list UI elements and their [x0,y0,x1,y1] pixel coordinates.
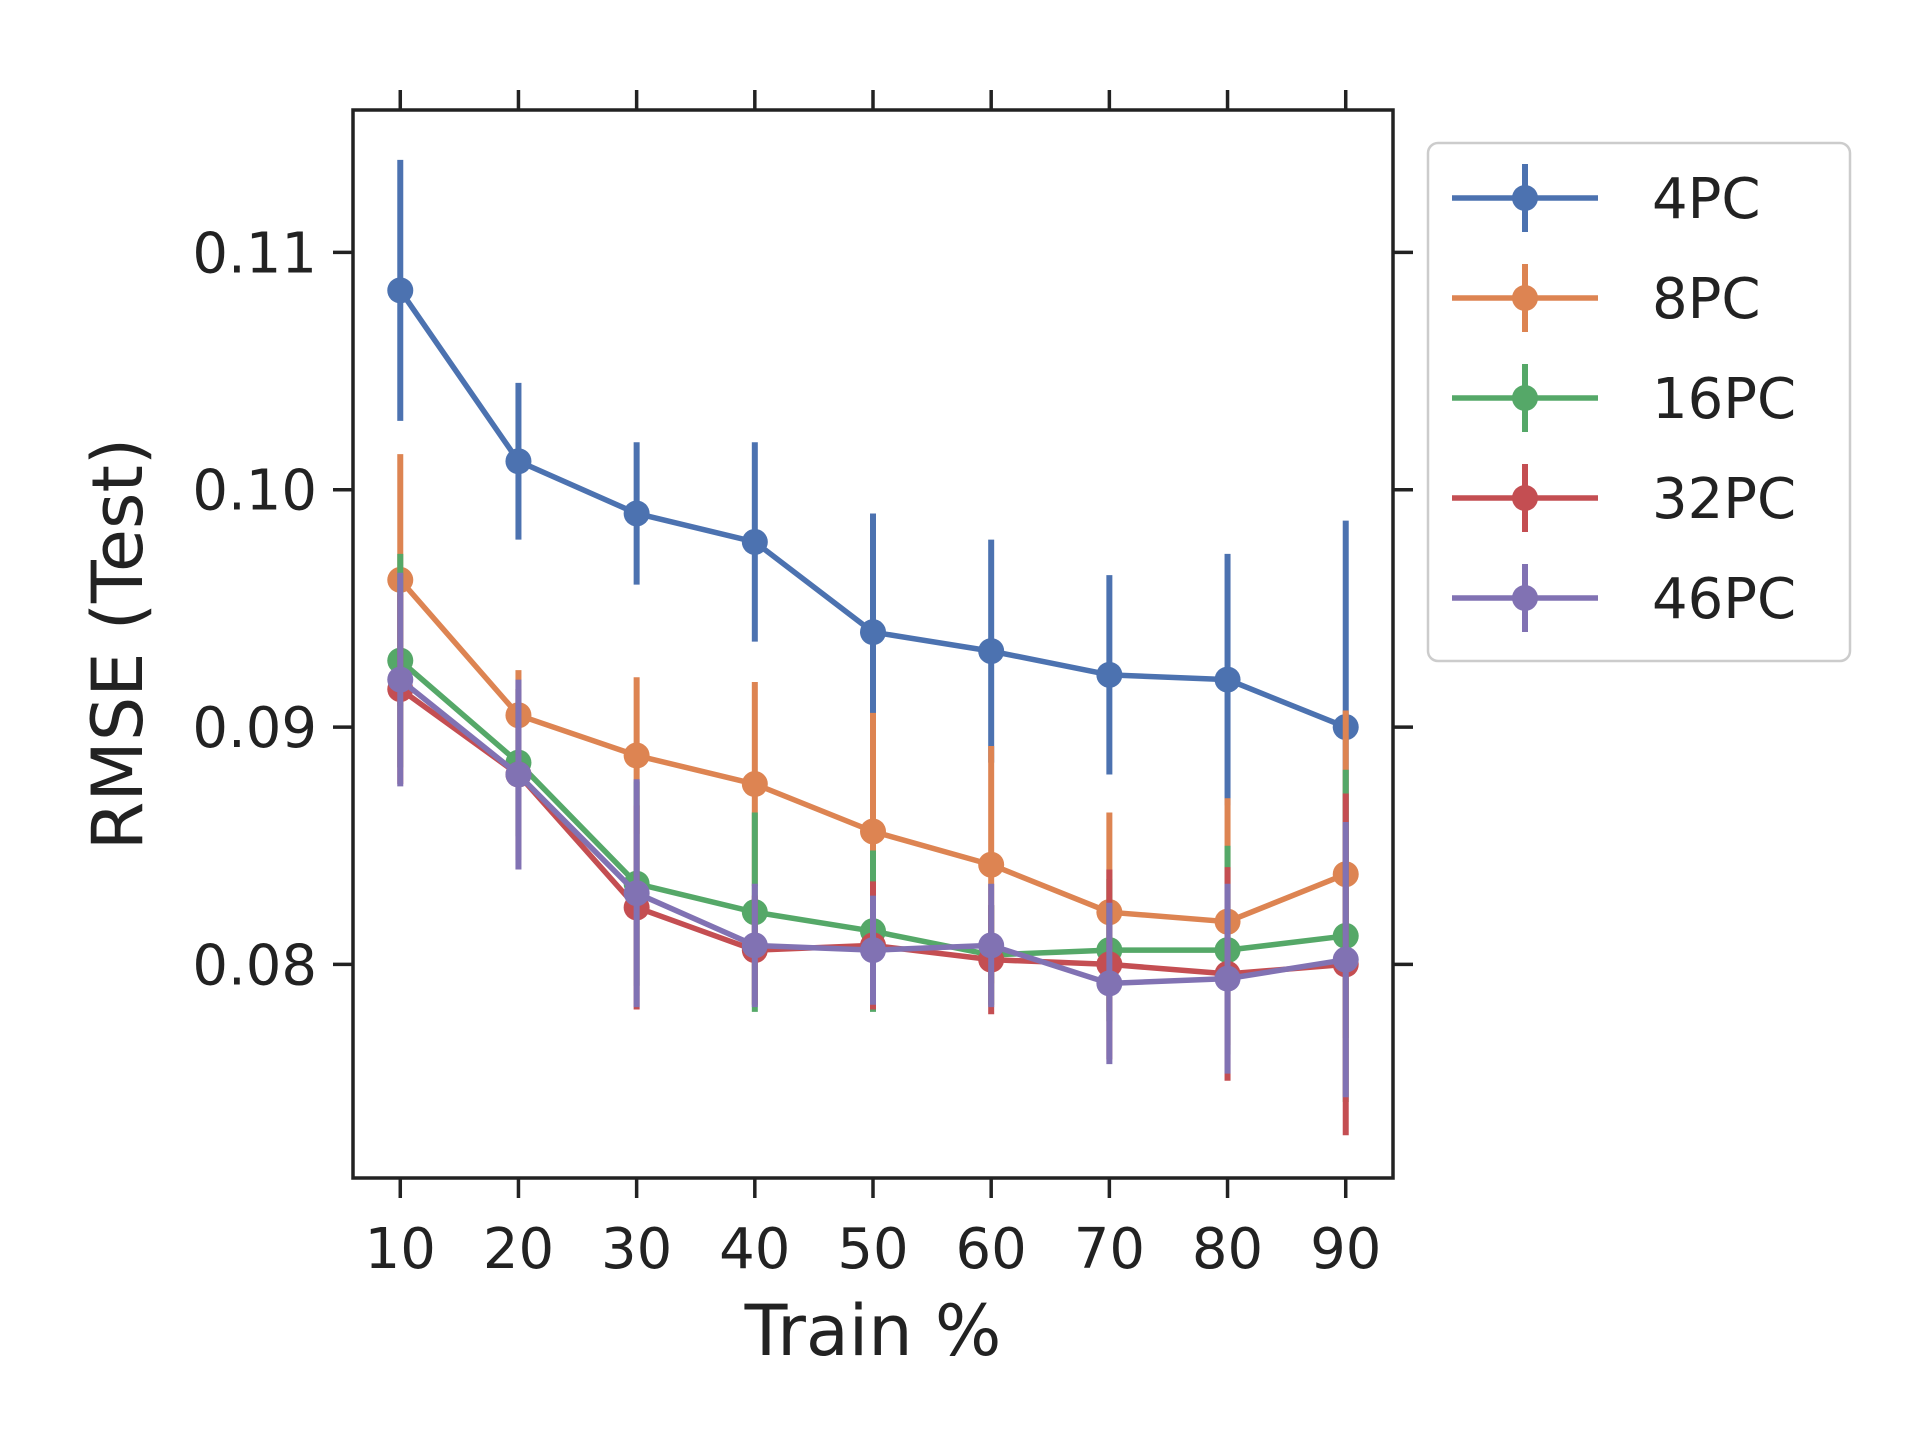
data-point [1214,666,1241,693]
legend-entry-16PC: 16PC [1452,364,1796,432]
legend-label: 4PC [1652,167,1761,232]
data-point [387,666,414,693]
data-point [860,937,886,964]
legend-entry-4PC: 4PC [1452,164,1761,232]
legend-entry-32PC: 32PC [1452,464,1796,532]
x-axis-label: Train % [744,1290,1002,1372]
data-point [741,771,768,798]
data-point [387,277,414,304]
legend-marker [1512,385,1538,411]
data-point [741,528,768,555]
data-point [1096,970,1123,997]
data-point [978,638,1005,665]
x-tick-label: 80 [1192,1217,1263,1282]
legend-entry-8PC: 8PC [1452,264,1761,332]
series-46PC [387,572,1359,1098]
data-point [978,851,1005,878]
x-tick-label: 50 [837,1217,908,1282]
x-tick-label: 20 [483,1217,554,1282]
x-tick-label: 60 [956,1217,1027,1282]
x-tick-label: 40 [719,1217,790,1282]
legend-label: 8PC [1652,267,1761,332]
data-point [623,880,650,907]
legend-label: 32PC [1652,467,1796,532]
legend-marker [1512,185,1538,211]
data-point [505,761,532,788]
data-point [860,818,886,845]
series-4PC [387,159,1359,934]
x-tick-label: 70 [1074,1217,1145,1282]
x-tick-label: 10 [365,1217,436,1282]
data-point [860,619,886,646]
legend-label: 46PC [1652,567,1796,632]
data-point [623,500,650,527]
data-point [1332,946,1359,973]
data-point [1096,661,1123,688]
x-tick-label: 90 [1310,1217,1381,1282]
y-tick-label: 0.10 [192,459,317,524]
data-point [741,932,768,959]
legend-label: 16PC [1652,367,1796,432]
data-point [1214,965,1241,992]
data-point [623,742,650,769]
legend-entry-46PC: 46PC [1452,564,1796,632]
legend-marker [1512,485,1538,511]
legend-frame [1426,141,1852,663]
y-axis-label: RMSE (Test) [77,438,159,850]
legend-marker [1512,585,1538,611]
y-tick-label: 0.11 [192,221,317,286]
y-tick-label: 0.08 [192,933,317,998]
legend: 4PC 8PC 16PC 32PC 46PC [1426,141,1852,663]
legend-marker [1512,285,1538,311]
series-layer [387,159,1359,1136]
axis-ticks [333,90,1413,1198]
data-point [978,932,1005,959]
data-point [505,448,532,475]
x-tick-label: 30 [601,1217,672,1282]
plot-frame [351,108,1395,1180]
y-tick-label: 0.09 [192,696,317,761]
tick-labels: 10 20 30 40 50 60 70 80 90 0.08 0.09 0.10 0.11 [192,221,1381,1282]
